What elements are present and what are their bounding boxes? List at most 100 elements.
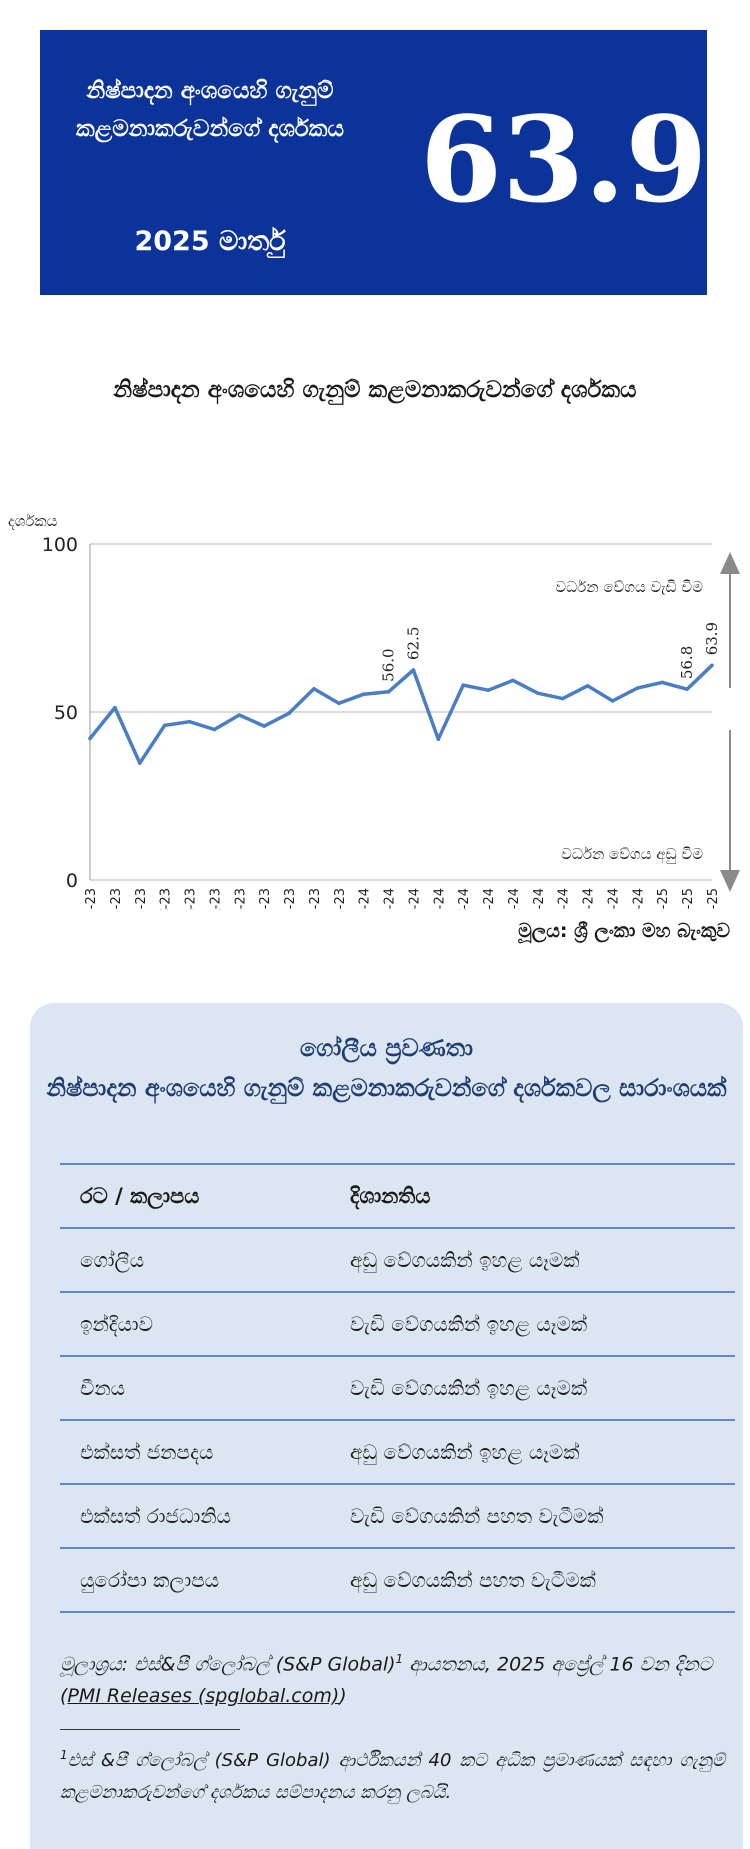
data-label: 56.8	[678, 646, 696, 679]
data-point	[660, 680, 665, 685]
x-tick-label: දෙසැ.-24	[631, 888, 646, 910]
data-point	[486, 688, 490, 692]
source-middle: ආයතනය, 2025 අප්‍රේල් 16 වන දිනට (	[60, 1653, 713, 1708]
x-tick-label: ජූනි-24	[482, 888, 497, 910]
pmi-series-line	[88, 664, 714, 765]
footnote-text: එස් &පී ග්ලෝබල් (S&P Global) ආර්ථිකයන් 4…	[60, 1750, 725, 1803]
data-point	[237, 713, 242, 717]
data-point	[212, 727, 217, 732]
x-tick-label: අගෝ.-23	[232, 888, 248, 910]
x-tick-label: පෙබ.-24	[383, 888, 398, 910]
data-point	[187, 719, 192, 724]
x-tick-label: ඔක්.-23	[282, 888, 298, 910]
data-point	[113, 705, 117, 710]
x-tick-label: පෙබ.-23	[84, 888, 99, 910]
global-trends-panel: ගෝලීය ප්‍රවණතා නිෂ්පාදන අංශයෙහි ගැනුම් ක…	[30, 1003, 743, 1849]
banner-value: 63.9	[420, 90, 708, 229]
table-header-row: රට / කලාපය දිශානතිය	[60, 1163, 735, 1228]
x-tick-label: මාර්.-23	[108, 888, 124, 910]
table-row: එක්සත් රාජධානිය වැඩි වේගයකින් පහත වැටීමක…	[60, 1483, 735, 1548]
x-tick-label: මැයි-24	[457, 888, 472, 910]
data-point	[585, 683, 590, 688]
data-point	[536, 691, 540, 695]
data-point	[88, 736, 92, 741]
footnote-sup: 1	[60, 1748, 68, 1762]
data-label: 63.9	[703, 622, 721, 655]
panel-title-line2: නිෂ්පාදන අංශයෙහි ගැනුම් කළමනාකරුවන්ගේ දර…	[46, 1074, 727, 1102]
banner-date: 2025 මාර්තු	[134, 226, 286, 257]
footnote-divider	[60, 1729, 240, 1730]
x-tick-label: ජන.-25	[656, 888, 671, 910]
data-point	[635, 686, 640, 690]
x-tick-label: මාර්.-25	[705, 888, 721, 910]
data-point	[511, 678, 515, 683]
table-row: චීනය වැඩි වේගයකින් ඉහළ යෑමක්	[60, 1355, 735, 1420]
trend-table: රට / කලාපය දිශානතිය ගෝලීය අඩු වේගයකින් ඉ…	[60, 1163, 735, 1613]
row-country: චීනය	[60, 1355, 330, 1420]
x-tick-label: අප්‍රේ.-23	[133, 888, 149, 910]
x-tick-label: නොවැ.-24	[606, 888, 621, 910]
pmi-banner: නිෂ්පාදන අංශයෙහි ගැනුම් කළමනාකරුවන්ගේ දර…	[40, 30, 707, 295]
data-point	[262, 724, 266, 728]
footnote: 1එස් &පී ග්ලෝබල් (S&P Global) ආර්ථිකයන් …	[60, 1739, 725, 1809]
source-prefix: මූලාශ්‍රය: එස්&පී ග්ලෝබල් (S&P Global)	[60, 1653, 396, 1676]
x-tick-label: ජූනි-23	[184, 888, 199, 910]
x-tick-label: පෙබ.-25	[681, 888, 696, 910]
data-point	[361, 692, 366, 696]
x-tick-label: ජන.-24	[358, 888, 373, 910]
annotation-down: වර්ධන වේගය අඩු වීම	[561, 845, 703, 864]
x-tick-label: සැප්.-24	[556, 888, 572, 910]
table-row: ගෝලීය අඩු වේගයකින් ඉහළ යෑමක්	[60, 1227, 735, 1292]
annotation-up: වර්ධන වේගය වැඩි වීම	[555, 578, 703, 596]
x-tick-label: මාර්.-24	[406, 888, 422, 910]
y-tick-label: 100	[42, 534, 78, 556]
data-point	[162, 723, 167, 728]
table-row: එක්සත් ජනපදය අඩු වේගයකින් ඉහළ යෑමක්	[60, 1419, 735, 1484]
x-tick-label: දෙසැ.-23	[333, 888, 348, 910]
row-direction: අඩු වේගයකින් ඉහළ යෑමක්	[330, 1227, 735, 1292]
data-point	[436, 737, 441, 742]
data-label: 62.5	[404, 627, 422, 660]
y-axis-label: දර්ශකය	[8, 512, 58, 530]
x-tick-label: ජූලි-24	[507, 888, 522, 910]
header-country: රට / කලාපය	[60, 1163, 330, 1228]
arrow-down-icon	[720, 870, 740, 892]
panel-title: ගෝලීය ප්‍රවණතා නිෂ්පාදන අංශයෙහි ගැනුම් ක…	[30, 1028, 743, 1108]
source-suffix: )	[339, 1685, 347, 1708]
data-point	[411, 668, 416, 672]
panel-source: මූලාශ්‍රය: එස්&පී ග්ලෝබල් (S&P Global)1 …	[60, 1643, 725, 1712]
row-direction: වැඩි වේගයකින් පහත වැටීමක්	[330, 1483, 735, 1548]
data-point	[610, 699, 615, 703]
arrow-up-icon	[720, 552, 740, 574]
chart-section: නිෂ්පාදන අංශයෙහි ගැනුම් කළමනාකරුවන්ගේ දර…	[0, 360, 750, 960]
pmi-line-chart: දර්ශකය 0 50 100 පෙබ.-23 මාර්.-23 අප්‍රේ.-23 මැය…	[8, 512, 740, 910]
x-tick-label: ජූලි-23	[208, 888, 223, 910]
data-point	[461, 683, 466, 687]
data-point	[710, 663, 714, 668]
x-tick-label: නොවැ.-23	[308, 888, 323, 910]
chart-title: නිෂ්පාදන අංශයෙහි ගැනුම් කළමනාකරුවන්ගේ දර…	[113, 377, 637, 403]
chart-source: මූලය: ශ්‍රී ලංකා මහ බැංකුව	[518, 920, 730, 942]
row-country: යුරෝපා කලාපය	[60, 1547, 330, 1613]
panel-title-line1: ගෝලීය ප්‍රවණතා	[299, 1034, 474, 1062]
table-row: ඉන්දියාව වැඩි වේගයකින් ඉහළ යෑමක්	[60, 1291, 735, 1356]
row-country: එක්සත් ජනපදය	[60, 1419, 330, 1484]
source-sup: 1	[395, 1652, 404, 1666]
row-country: ගෝලීය	[60, 1227, 330, 1292]
banner-title: නිෂ්පාදන අංශයෙහි ගැනුම් කළමනාකරුවන්ගේ දර…	[76, 78, 344, 142]
data-point	[312, 687, 316, 691]
y-tick-label: 50	[54, 702, 78, 724]
x-tick-label: මැයි-23	[159, 888, 174, 910]
data-point	[337, 701, 341, 706]
data-point	[287, 711, 291, 716]
pmi-releases-link[interactable]: PMI Releases (spglobal.com)	[67, 1685, 340, 1708]
y-tick-label: 0	[66, 870, 78, 892]
row-direction: අඩු වේගයකින් ඉහළ යෑමක්	[330, 1419, 735, 1484]
data-point	[137, 761, 142, 765]
data-point	[685, 687, 689, 691]
row-direction: වැඩි වේගයකින් ඉහළ යෑමක්	[330, 1355, 735, 1420]
table-row: යුරෝපා කලාපය අඩු වේගයකින් පහත වැටීමක්	[60, 1547, 735, 1613]
row-direction: වැඩි වේගයකින් ඉහළ යෑමක්	[330, 1291, 735, 1356]
x-tick-label: ඔක්.-24	[580, 888, 596, 910]
data-point	[386, 690, 391, 694]
